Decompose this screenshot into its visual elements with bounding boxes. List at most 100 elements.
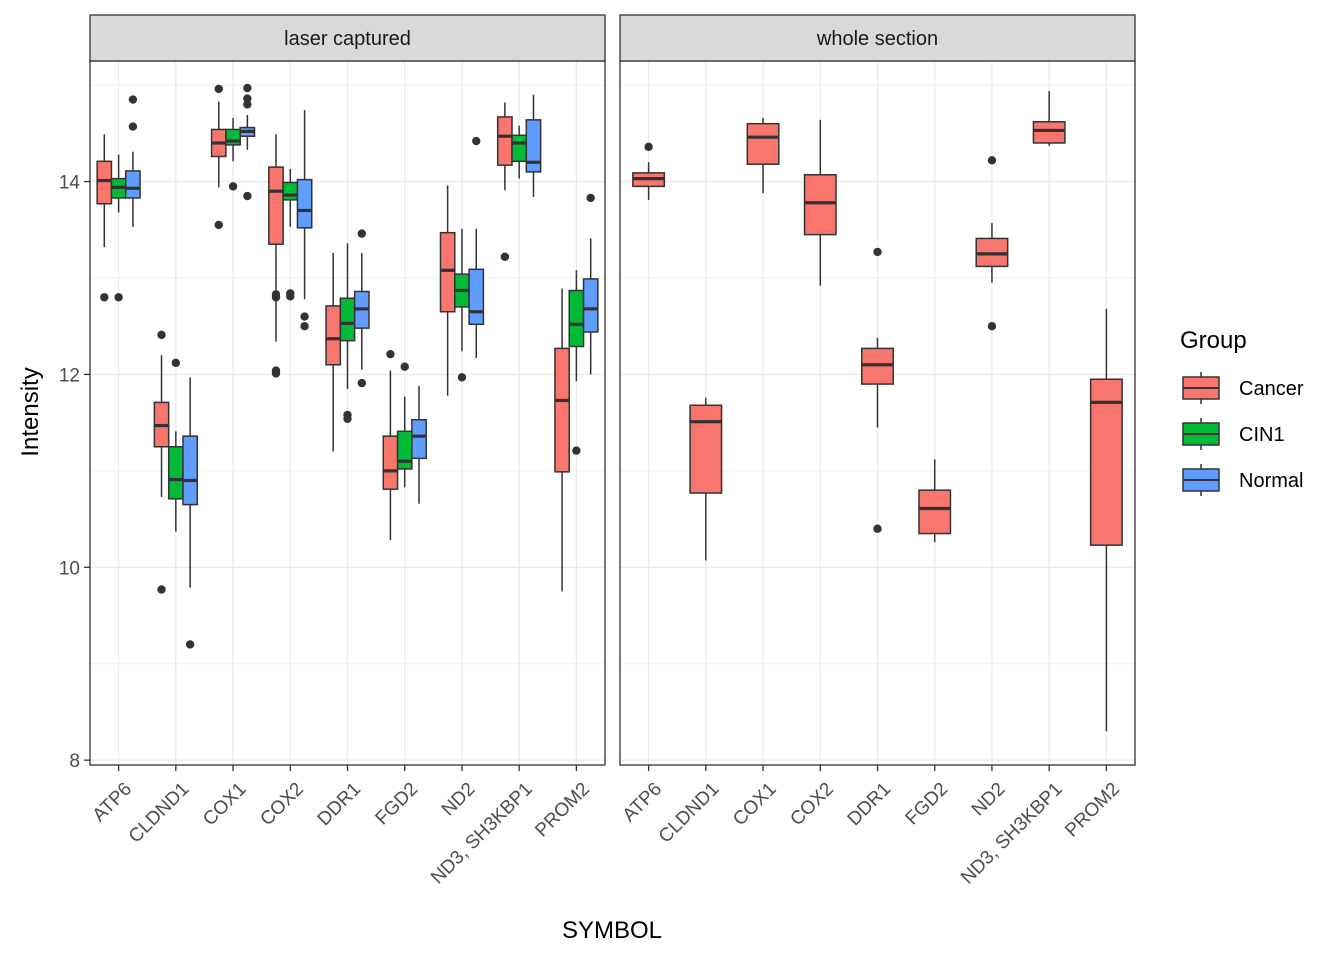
outlier-point [987,322,997,331]
outlier-point [873,524,882,533]
outlier-point [572,446,581,455]
box-body [325,305,342,366]
x-axis-title: SYMBOL [562,917,662,944]
box-body [382,435,399,490]
box-body [96,160,113,205]
outlier-point [128,95,138,104]
legend-item-cancer: Cancer [1182,372,1304,404]
y-axis-title: Intensity [17,367,44,456]
y-tick-label: 10 [59,558,80,579]
box-body [918,489,952,535]
outlier-point [357,229,367,238]
outlier-point [214,84,223,94]
outlier-point [987,156,997,165]
outlier-point [243,191,252,201]
y-tick-label: 12 [59,365,80,386]
box-body [1032,121,1066,144]
box-cldnd1-cancer [689,397,723,561]
outlier-point [300,322,309,331]
box-ddr1-normal [353,229,370,388]
box-body [268,166,284,245]
box-body [296,178,313,229]
box-body [182,435,199,506]
box-body [496,116,513,166]
box-fgd2-cancer [918,459,952,543]
outlier-point [472,136,481,146]
box-body [582,278,599,333]
facet-strip-label: whole section [816,28,938,50]
outlier-point [644,142,653,152]
outlier-point [386,349,395,359]
box-body [396,430,413,470]
outlier-point [357,378,367,388]
facet-strip [619,14,1136,62]
outlier-point [243,83,252,93]
box-body [411,419,427,460]
box-body [167,446,184,500]
box-nd2-normal [468,136,485,359]
outlier-point [500,252,510,261]
box-atp6-cancer [632,142,666,200]
legend-label: Cancer [1239,378,1304,400]
box-cox2-cancer [803,119,837,286]
y-tick-label: 14 [59,173,81,194]
box-body [746,122,780,165]
outlier-point [400,362,409,371]
box-nd3-sh3kbp1-cancer [1032,90,1066,146]
box-atp6-normal [125,95,141,227]
box-cldnd1-normal [182,377,199,649]
box-cox2-cancer [268,134,284,378]
box-body [339,297,356,342]
outlier-point [343,414,352,423]
outlier-point [171,358,181,368]
box-cox1-cin1 [225,117,241,191]
box-body [803,174,837,236]
box-prom2-cancer [1089,308,1123,732]
legend: Group Cancer CIN1 Normal [1180,327,1304,496]
y-axis: 8 10 12 14 [59,173,90,772]
outlier-point [228,182,238,191]
box-nd2-cancer [975,156,1009,331]
box-body [568,289,585,348]
outlier-point [286,292,295,301]
outlier-point [185,640,195,649]
box-body [1089,378,1123,546]
box-prom2-cancer [554,288,570,592]
box-body [125,170,141,199]
box-nd3-sh3kbp1-cancer [496,102,513,261]
box-body [554,347,570,473]
facet-strip [89,14,606,62]
box-fgd2-normal [411,385,427,504]
box-body [439,231,456,313]
box-cox2-normal [296,110,313,331]
outlier-point [457,373,467,382]
outlier-point [114,293,123,302]
outlier-point [100,293,109,302]
box-ddr1-cancer [325,252,342,452]
outlier-point [873,247,882,257]
box-nd2-cin1 [454,228,470,382]
box-cldnd1-cancer [153,330,170,594]
legend-item-cin1: CIN1 [1182,418,1285,450]
box-ddr1-cancer [861,247,894,533]
legend-label: CIN1 [1239,424,1285,446]
legend-title: Group [1180,327,1247,354]
facet-strip-label: laser captured [284,28,411,50]
box-prom2-cin1 [568,270,585,455]
box-cox2-cin1 [282,169,299,301]
outlier-point [157,330,166,340]
outlier-point [128,122,138,131]
outlier-point [271,293,281,302]
outlier-point [157,585,166,594]
outlier-point [586,193,595,203]
box-nd3-sh3kbp1-normal [525,94,542,197]
outlier-point [271,369,281,378]
box-atp6-cancer [96,134,113,302]
y-tick-label: 8 [69,751,80,772]
outlier-point [300,312,309,321]
box-nd2-cancer [439,185,456,396]
legend-label: Normal [1239,470,1303,492]
